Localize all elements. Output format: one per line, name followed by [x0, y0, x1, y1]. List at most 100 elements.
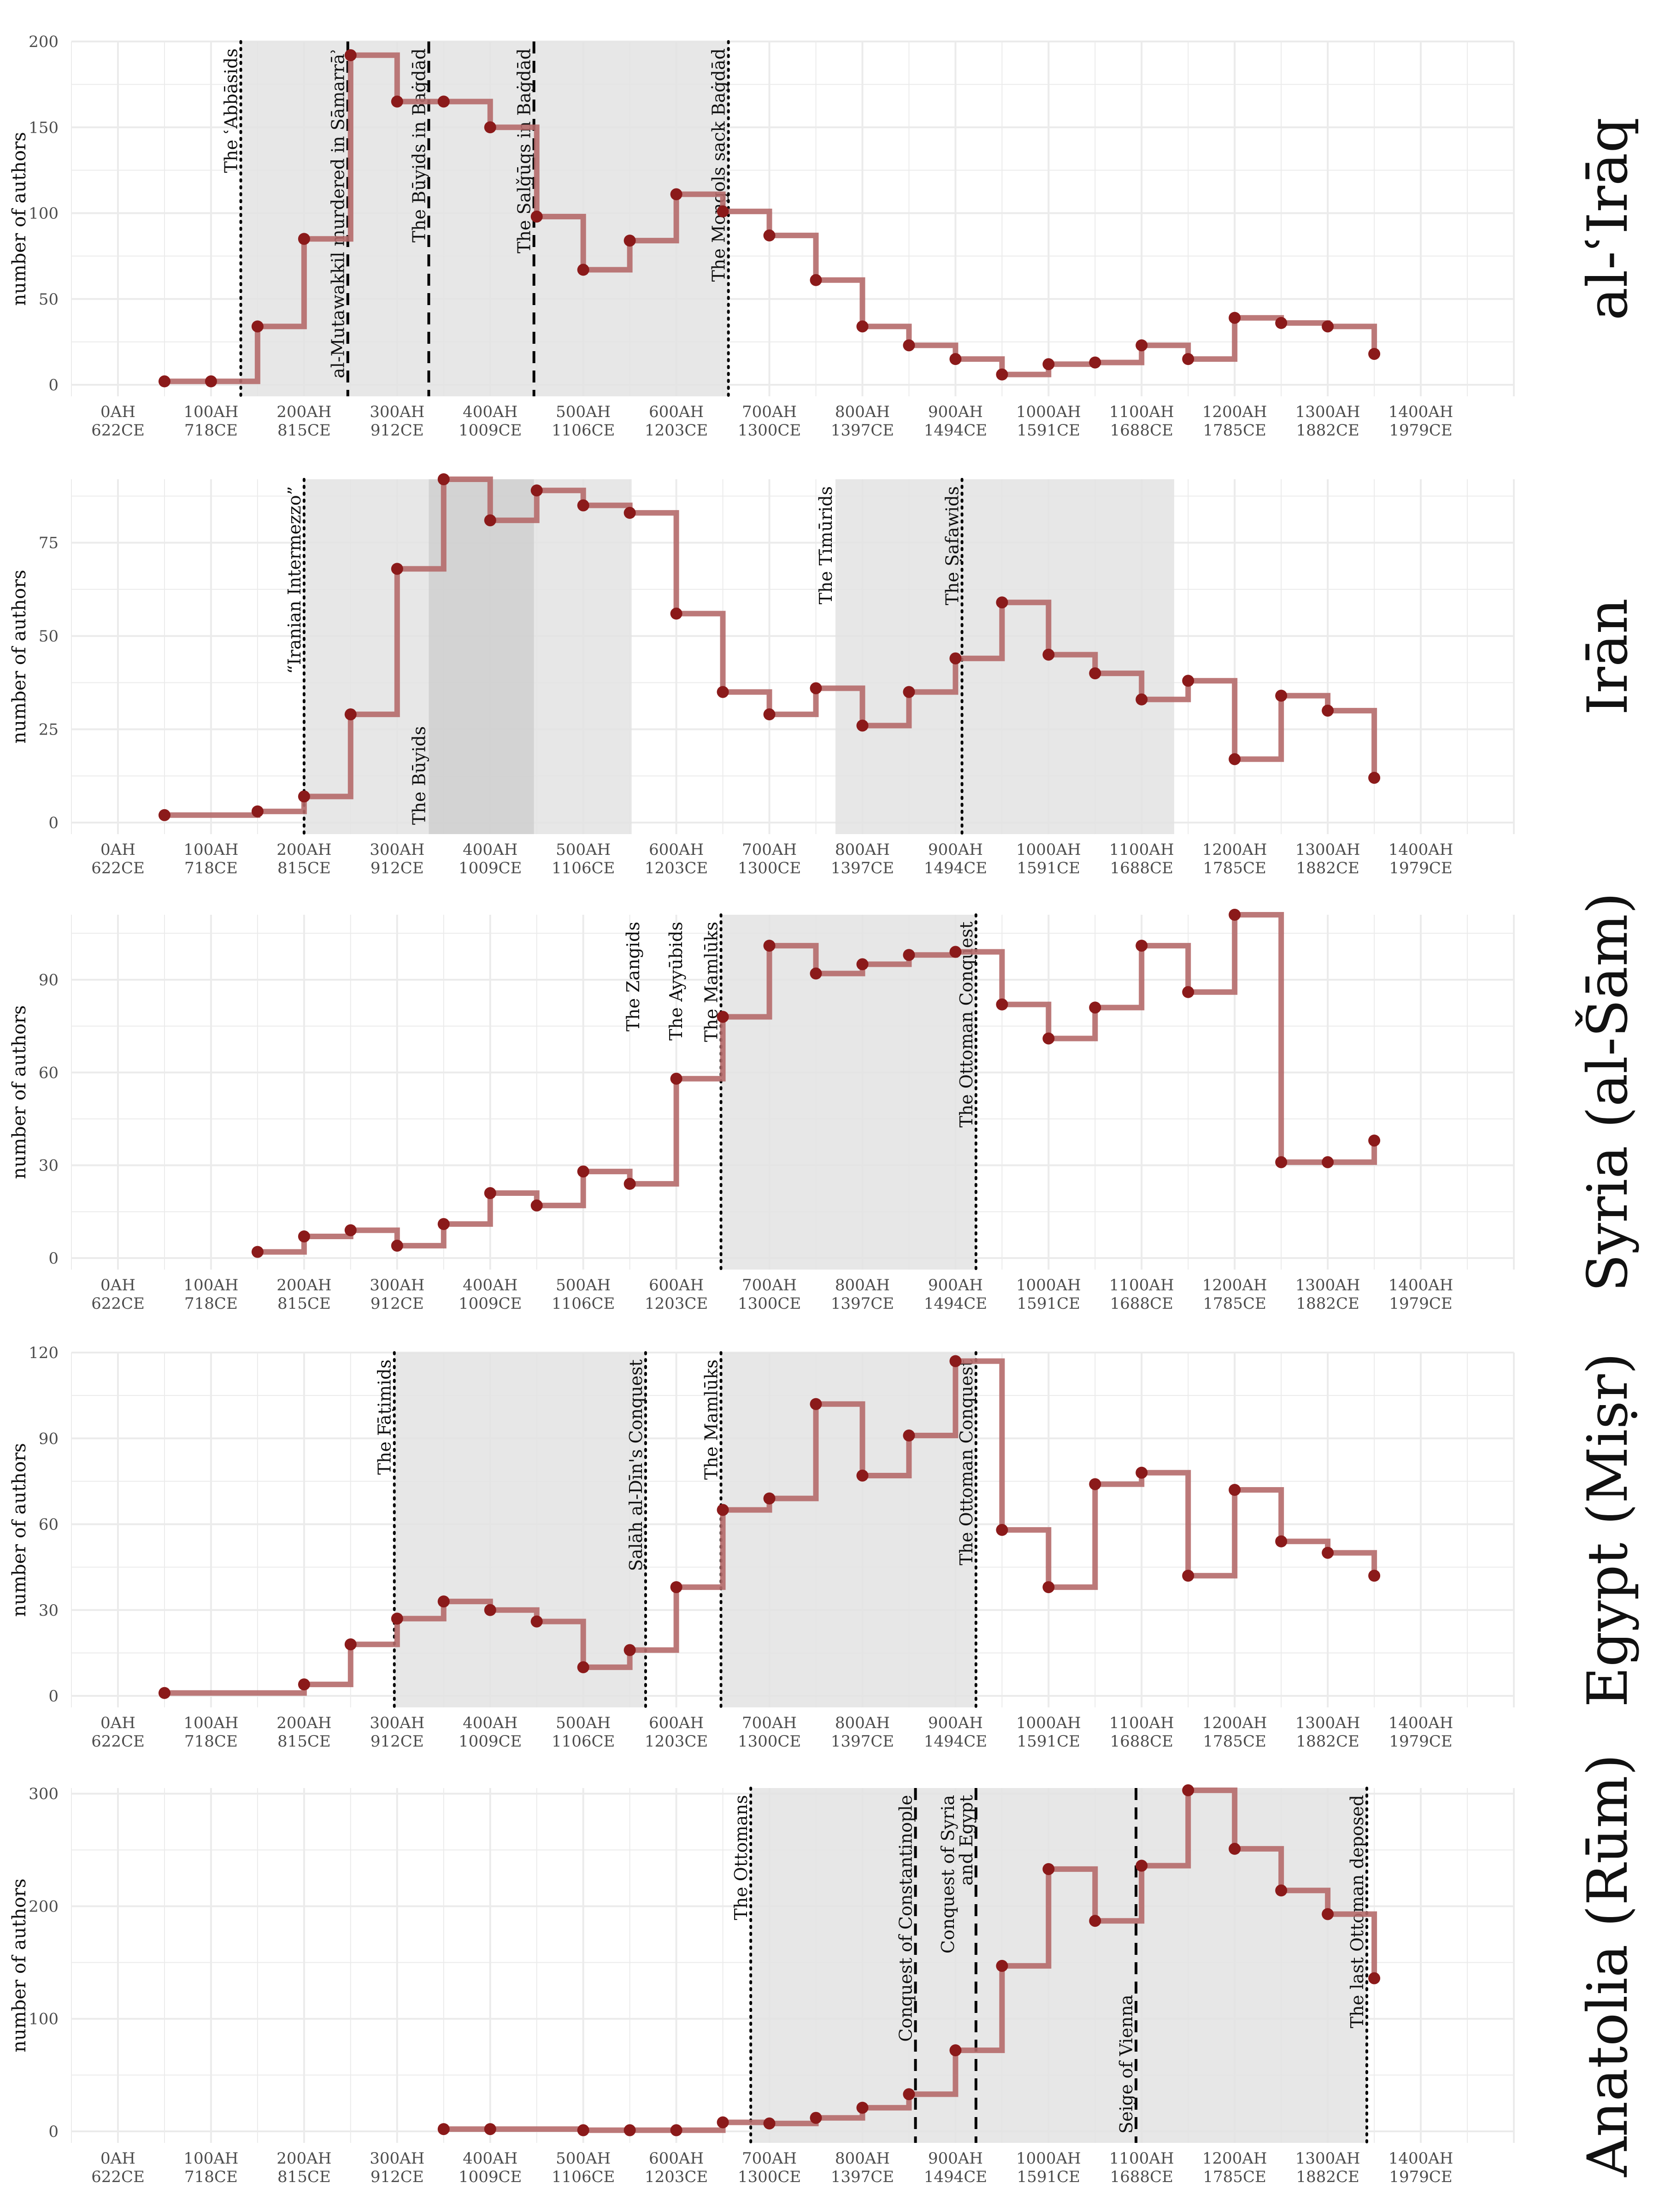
data-point	[903, 1430, 915, 1442]
x-tick-label-ce: 1591CE	[1017, 859, 1080, 877]
x-tick-label-ce: 912CE	[371, 1732, 424, 1751]
x-tick-label-ah: 1300AH	[1295, 841, 1360, 859]
event-label: The Ṣafawids	[942, 486, 963, 605]
x-tick-label-ah: 1000AH	[1016, 841, 1081, 859]
x-tick-label-ce: 1882CE	[1296, 1294, 1359, 1313]
y-axis-title: number of authors	[9, 570, 30, 743]
x-tick-label-ah: 700AH	[742, 403, 797, 421]
x-tick-label-ce: 1494CE	[924, 1294, 987, 1313]
data-point	[251, 320, 264, 333]
x-tick-label-ah: 1200AH	[1202, 2149, 1267, 2168]
data-point	[670, 188, 682, 200]
x-tick-label-ce: 1688CE	[1110, 2168, 1173, 2186]
data-point	[1135, 693, 1148, 706]
data-point	[437, 1595, 450, 1608]
event-label: and Egypt	[956, 1795, 977, 1886]
data-point	[903, 949, 915, 961]
x-tick-label-ce: 1397CE	[831, 2168, 894, 2186]
y-tick-label: 30	[39, 1601, 59, 1620]
x-tick-label-ce: 1009CE	[459, 2168, 522, 2186]
x-tick-label-ce: 718CE	[184, 2168, 238, 2186]
x-tick-label-ah: 700AH	[742, 1714, 797, 1732]
x-tick-label-ce: 1300CE	[738, 1294, 801, 1313]
x-tick-label-ce: 622CE	[91, 859, 145, 877]
data-point	[298, 1678, 310, 1691]
event-label: Conquest of Constantinople	[896, 1795, 916, 2042]
data-point	[763, 2117, 776, 2130]
data-point	[577, 264, 589, 276]
x-tick-label-ce: 1785CE	[1203, 859, 1266, 877]
data-point	[717, 205, 729, 218]
event-label: al-Mutawakkil murdered in Sāmarrāʾ	[328, 48, 348, 378]
x-tick-label-ah: 700AH	[742, 841, 797, 859]
facet-label: Egypt (Miṣr)	[1576, 1353, 1640, 1707]
data-point	[344, 708, 357, 721]
data-point	[1135, 1859, 1148, 1872]
y-tick-label: 30	[39, 1157, 59, 1175]
y-axis-title: number of authors	[9, 1443, 30, 1617]
x-tick-label-ah: 1400AH	[1388, 1714, 1453, 1732]
y-tick-label: 0	[48, 1687, 59, 1706]
x-tick-label-ce: 1591CE	[1017, 421, 1080, 440]
data-point	[344, 1224, 357, 1236]
x-tick-label-ah: 1000AH	[1016, 403, 1081, 421]
x-tick-label-ce: 718CE	[184, 1732, 238, 1751]
data-point	[996, 1524, 1008, 1536]
data-point	[1042, 1581, 1055, 1594]
shaded-period	[721, 915, 976, 1270]
data-point	[1089, 1478, 1101, 1490]
data-point	[1042, 358, 1055, 371]
panel-4: The Fāṭimids Ṣalāḥ al-Dīn's Conquest The M…	[9, 1344, 1640, 1751]
x-tick-label-ce: 1882CE	[1296, 2168, 1359, 2186]
data-point	[530, 1615, 543, 1628]
x-tick-label-ah: 200AH	[276, 1276, 331, 1294]
data-point	[158, 375, 171, 388]
data-point	[624, 2124, 636, 2136]
x-tick-label-ah: 900AH	[928, 2149, 983, 2168]
data-point	[1368, 771, 1381, 784]
x-tick-label-ah: 500AH	[556, 841, 611, 859]
x-tick-label-ah: 800AH	[835, 2149, 890, 2168]
x-tick-label-ah: 600AH	[649, 403, 704, 421]
x-tick-label-ce: 1688CE	[1110, 859, 1173, 877]
facet-label: Irān	[1576, 598, 1640, 715]
data-point	[1089, 1915, 1101, 1927]
event-label: The Mamlūks	[701, 1359, 722, 1480]
data-point	[1275, 1884, 1288, 1897]
data-point	[1322, 1908, 1334, 1920]
y-tick-label: 100	[29, 205, 59, 223]
data-point	[856, 958, 869, 971]
y-tick-label: 25	[39, 721, 59, 739]
data-point	[484, 1604, 496, 1616]
y-tick-label: 200	[29, 1897, 59, 1916]
event-label: The Tīmūrids	[816, 486, 836, 605]
data-point	[624, 1644, 636, 1656]
y-tick-label: 150	[29, 118, 59, 137]
x-tick-label-ce: 1106CE	[552, 421, 615, 440]
y-tick-label: 0	[48, 376, 59, 394]
data-point	[996, 368, 1008, 381]
data-point	[670, 1072, 682, 1085]
x-tick-label-ah: 300AH	[370, 841, 424, 859]
data-point	[484, 2123, 496, 2136]
x-tick-label-ce: 1494CE	[924, 1732, 987, 1751]
data-point	[344, 49, 357, 61]
data-point	[484, 121, 496, 134]
x-tick-label-ce: 1009CE	[459, 1732, 522, 1751]
data-point	[624, 506, 636, 519]
data-point	[530, 1199, 543, 1212]
x-tick-label-ce: 1882CE	[1296, 859, 1359, 877]
x-tick-label-ce: 622CE	[91, 421, 145, 440]
x-tick-label-ah: 1000AH	[1016, 1714, 1081, 1732]
y-tick-label: 60	[39, 1064, 59, 1082]
x-tick-label-ce: 912CE	[371, 1294, 424, 1313]
data-point	[1135, 339, 1148, 352]
data-point	[1042, 1863, 1055, 1875]
data-point	[1089, 1001, 1101, 1014]
y-tick-label: 50	[39, 627, 59, 646]
data-point	[1089, 356, 1101, 369]
event-label: Conquest of Syria	[938, 1795, 958, 1953]
data-point	[205, 375, 217, 388]
x-tick-label-ce: 718CE	[184, 421, 238, 440]
data-point	[298, 790, 310, 803]
